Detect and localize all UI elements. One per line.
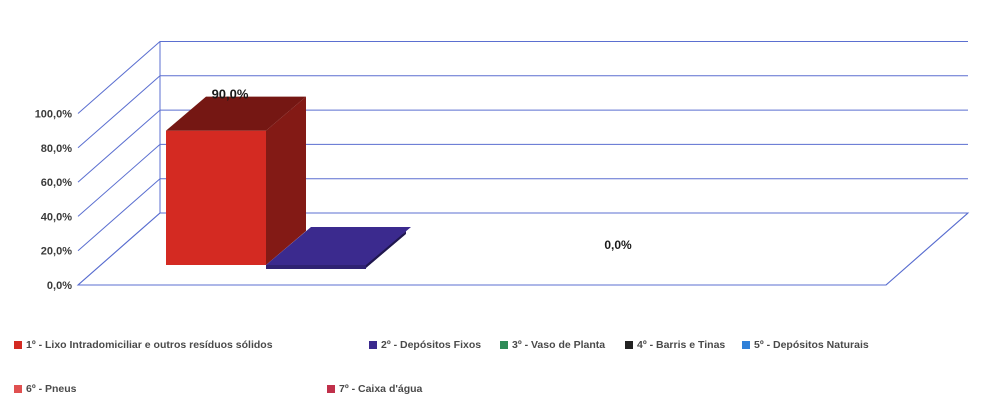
- bar-top: [166, 96, 306, 131]
- y-tick-label: 100,0%: [35, 109, 73, 121]
- bars: [166, 96, 411, 269]
- y-tick-label: 20,0%: [41, 246, 72, 258]
- bar-top: [266, 227, 411, 265]
- y-tick-label: 40,0%: [41, 211, 72, 223]
- y-tick-label: 0,0%: [47, 280, 72, 292]
- data-label: 90,0%: [212, 87, 249, 102]
- bar: [266, 265, 366, 269]
- annotation-label: 0,0%: [604, 238, 632, 252]
- y-tick-label: 60,0%: [41, 177, 72, 189]
- gridlines: [77, 41, 969, 286]
- data-labels: 90,0% 0,0%: [212, 87, 632, 252]
- y-tick-label: 80,0%: [41, 143, 72, 155]
- bar-side: [266, 96, 306, 266]
- y-axis-ticks: 0,0% 20,0% 40,0% 60,0% 80,0% 100,0%: [35, 109, 73, 293]
- bar: [166, 130, 266, 265]
- floor-right-edge: [885, 212, 969, 286]
